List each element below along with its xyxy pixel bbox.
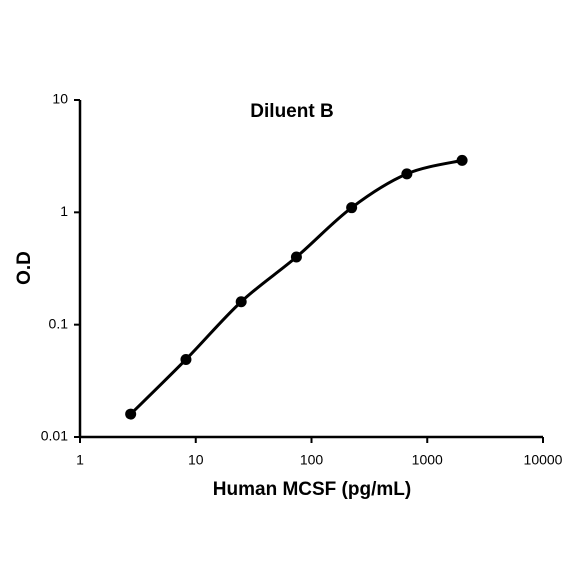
data-point <box>346 202 358 214</box>
y-axis-label: O.D <box>14 251 35 285</box>
y-tick-label: 0.1 <box>49 315 69 331</box>
data-point <box>290 251 302 263</box>
series-line <box>129 158 463 416</box>
x-tick-label: 1 <box>76 452 84 468</box>
x-tick-label: 100 <box>300 452 324 468</box>
y-tick-label: 0.01 <box>41 428 68 444</box>
chart-title: Diluent B <box>250 101 333 122</box>
data-point <box>125 408 137 420</box>
data-point <box>456 154 468 166</box>
x-tick-label: 1000 <box>412 452 443 468</box>
y-tick-label: 10 <box>52 91 68 107</box>
y-tick-label: 1 <box>60 203 68 219</box>
x-tick-label: 10000 <box>524 452 563 468</box>
data-point <box>401 168 413 180</box>
data-point <box>235 296 247 308</box>
x-axis-label: Human MCSF (pg/mL) <box>213 479 411 500</box>
x-tick-label: 10 <box>188 452 204 468</box>
data-point <box>180 353 192 365</box>
